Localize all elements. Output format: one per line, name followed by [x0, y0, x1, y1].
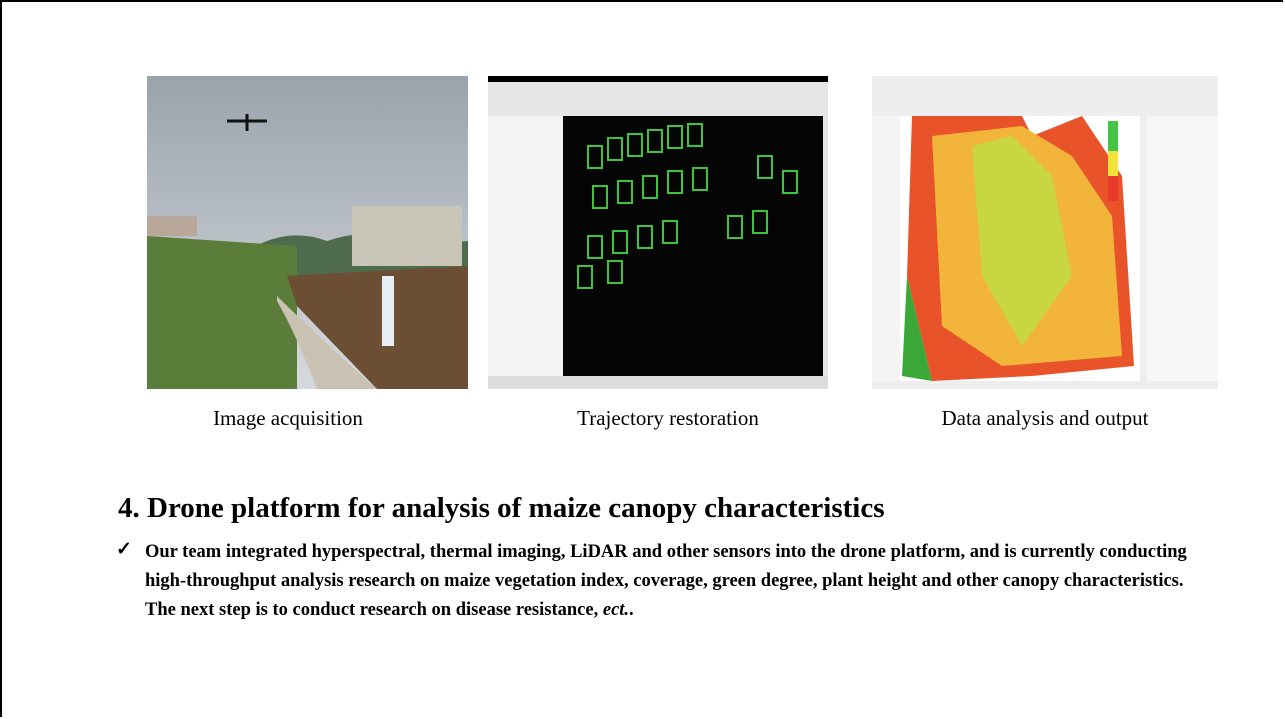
photo-field	[147, 76, 468, 389]
screenshot-analysis	[872, 76, 1218, 389]
paragraph-text: Our team integrated hyperspectral, therm…	[145, 542, 1187, 620]
slide: Image acquisition Trajectory restoration…	[0, 0, 1285, 719]
figure-caption: Trajectory restoration	[488, 406, 848, 431]
paragraph: Our team integrated hyperspectral, therm…	[145, 538, 1205, 625]
paragraph-italic: ect.	[603, 600, 629, 620]
figure-caption: Data analysis and output	[865, 406, 1225, 431]
paragraph-end: .	[629, 600, 634, 620]
screenshot-trajectory	[488, 76, 828, 389]
figure-caption: Image acquisition	[108, 406, 468, 431]
bullet: ✓	[116, 538, 132, 561]
section-title: 4. Drone platform for analysis of maize …	[118, 492, 885, 525]
